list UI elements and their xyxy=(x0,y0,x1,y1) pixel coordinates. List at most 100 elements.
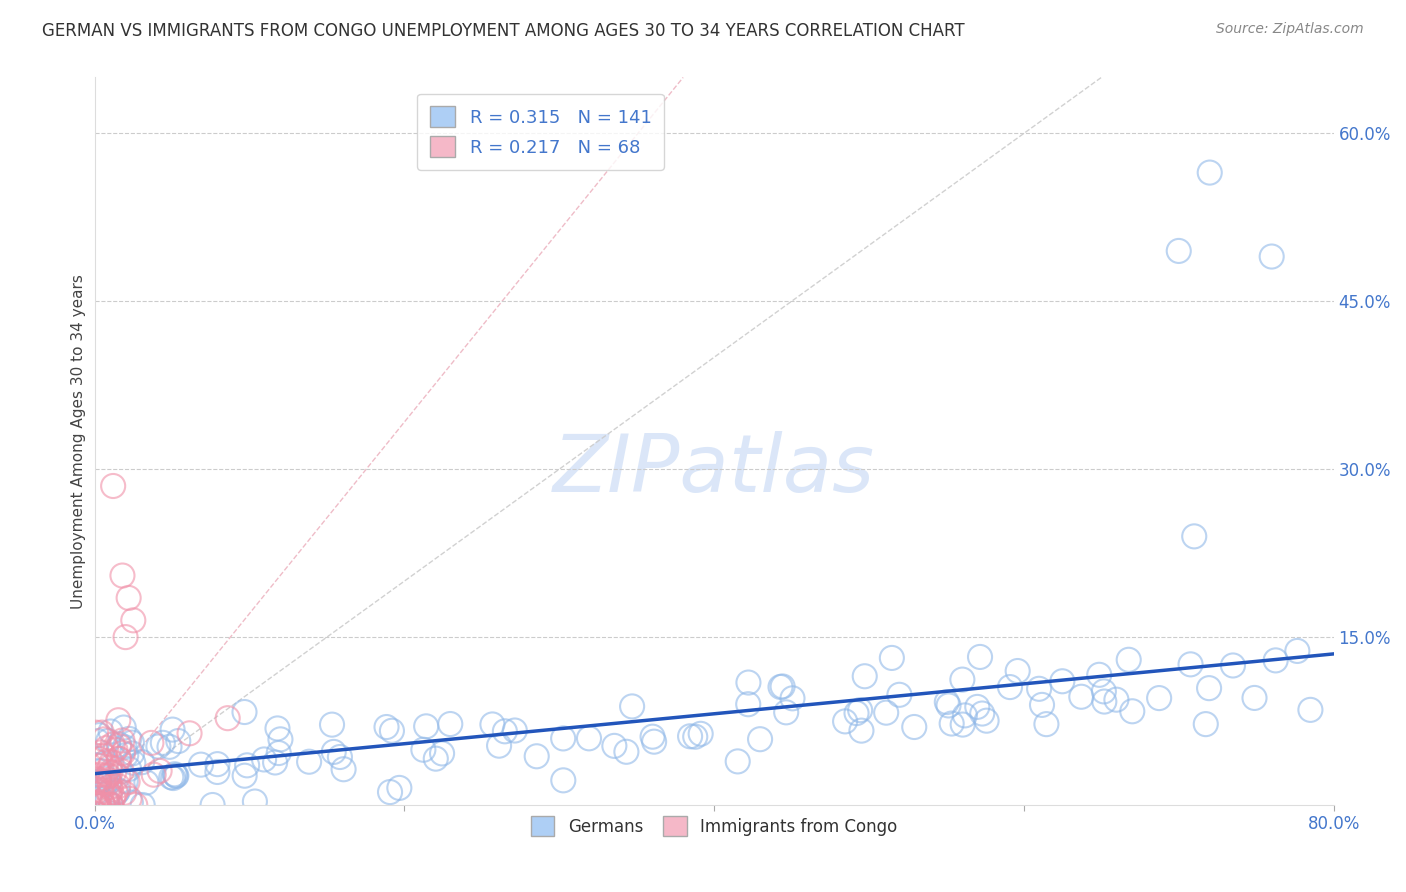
Point xyxy=(233,705,256,719)
Point xyxy=(100,797,122,812)
Point xyxy=(149,764,172,778)
Point xyxy=(118,792,141,806)
Point xyxy=(100,782,122,797)
Point xyxy=(100,797,122,812)
Point xyxy=(86,797,108,812)
Point xyxy=(110,764,132,779)
Point xyxy=(89,728,111,742)
Point xyxy=(120,796,142,810)
Point xyxy=(98,788,121,802)
Point xyxy=(103,765,125,780)
Point xyxy=(93,732,115,747)
Point xyxy=(269,732,291,747)
Point xyxy=(488,739,510,753)
Point xyxy=(107,751,129,765)
Point xyxy=(1195,717,1218,731)
Point xyxy=(131,755,153,769)
Point xyxy=(378,785,401,799)
Y-axis label: Unemployment Among Ages 30 to 34 years: Unemployment Among Ages 30 to 34 years xyxy=(72,274,86,608)
Point xyxy=(641,730,664,744)
Point xyxy=(84,797,107,812)
Point xyxy=(332,762,354,776)
Point xyxy=(86,764,108,778)
Point xyxy=(101,738,124,752)
Point xyxy=(526,749,548,764)
Point xyxy=(108,738,131,752)
Point xyxy=(112,786,135,800)
Point xyxy=(737,675,759,690)
Point xyxy=(1198,165,1220,179)
Point xyxy=(86,788,108,802)
Point xyxy=(1299,703,1322,717)
Point xyxy=(849,703,872,717)
Point xyxy=(148,739,170,754)
Point xyxy=(1260,250,1282,264)
Point xyxy=(91,784,114,798)
Point xyxy=(141,736,163,750)
Point xyxy=(938,698,960,713)
Point xyxy=(616,745,638,759)
Point xyxy=(121,747,143,761)
Point xyxy=(163,767,186,781)
Point xyxy=(772,680,794,694)
Point xyxy=(122,613,145,627)
Point xyxy=(107,713,129,727)
Point xyxy=(86,791,108,805)
Point xyxy=(481,717,503,731)
Point xyxy=(86,734,108,748)
Point xyxy=(167,734,190,748)
Point xyxy=(941,716,963,731)
Point xyxy=(689,727,711,741)
Point xyxy=(207,757,229,772)
Point xyxy=(165,769,187,783)
Point xyxy=(1092,695,1115,709)
Point xyxy=(233,769,256,783)
Point xyxy=(90,759,112,773)
Point xyxy=(1264,653,1286,667)
Point xyxy=(96,775,118,789)
Point xyxy=(439,717,461,731)
Point xyxy=(603,739,626,753)
Point xyxy=(121,736,143,750)
Point xyxy=(415,719,437,733)
Point xyxy=(1088,668,1111,682)
Point xyxy=(1070,690,1092,704)
Point xyxy=(1031,698,1053,712)
Point xyxy=(103,790,125,805)
Point xyxy=(381,723,404,738)
Point xyxy=(98,760,121,774)
Point xyxy=(89,752,111,766)
Point xyxy=(98,780,121,794)
Point xyxy=(91,797,114,812)
Point xyxy=(1121,704,1143,718)
Point xyxy=(96,741,118,756)
Point xyxy=(108,752,131,766)
Text: Source: ZipAtlas.com: Source: ZipAtlas.com xyxy=(1216,22,1364,37)
Point xyxy=(135,775,157,789)
Point xyxy=(1167,244,1189,258)
Point xyxy=(253,752,276,766)
Point xyxy=(97,786,120,800)
Point xyxy=(89,775,111,789)
Point xyxy=(114,630,136,644)
Point xyxy=(267,746,290,760)
Point xyxy=(769,680,792,694)
Point xyxy=(935,695,957,709)
Point xyxy=(101,479,124,493)
Point xyxy=(845,706,868,720)
Point xyxy=(494,724,516,739)
Point xyxy=(1028,681,1050,696)
Point xyxy=(851,723,873,738)
Point xyxy=(105,786,128,800)
Point xyxy=(108,739,131,753)
Point xyxy=(207,764,229,779)
Point xyxy=(114,740,136,755)
Point xyxy=(880,651,903,665)
Point xyxy=(93,775,115,789)
Point xyxy=(1182,529,1205,543)
Point xyxy=(86,797,108,812)
Point xyxy=(97,768,120,782)
Point xyxy=(1092,684,1115,698)
Point xyxy=(430,747,453,761)
Point xyxy=(115,747,138,762)
